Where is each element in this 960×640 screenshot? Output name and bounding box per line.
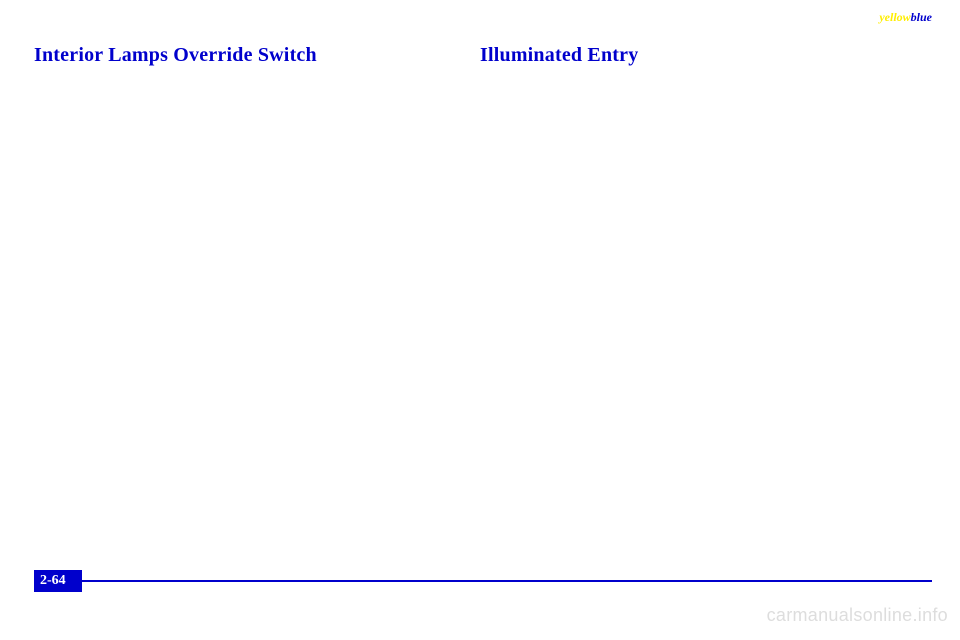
corner-blue-text: blue (911, 10, 932, 24)
page-number-box: 2-64 (34, 570, 82, 592)
right-heading: Illuminated Entry (480, 44, 900, 67)
footer-bar: 2-64 (34, 570, 932, 592)
page-number: 2-64 (40, 573, 66, 589)
left-heading: Interior Lamps Override Switch (34, 44, 454, 67)
left-column: Interior Lamps Override Switch (34, 44, 454, 67)
right-column: Illuminated Entry (480, 44, 900, 67)
corner-yellow-text: yellow (879, 10, 910, 24)
footer-rule (82, 580, 932, 582)
page: yellowblue Interior Lamps Override Switc… (0, 0, 960, 640)
corner-label: yellowblue (879, 10, 932, 25)
watermark-text: carmanualsonline.info (767, 605, 948, 626)
